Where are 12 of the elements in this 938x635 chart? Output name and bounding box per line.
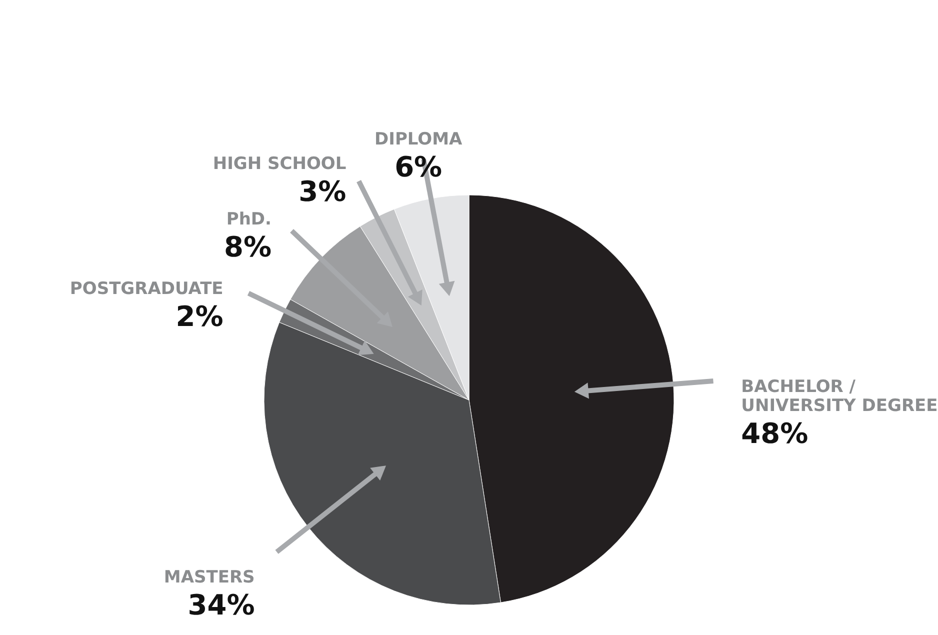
slice-label: DIPLOMA	[374, 130, 464, 150]
slice-label: POSTGRADUATE	[70, 279, 224, 300]
slice-label: MASTERS	[164, 567, 255, 588]
data-label: 2%	[176, 300, 224, 334]
data-label: 48%	[741, 416, 808, 450]
data-label: 34%	[188, 588, 255, 622]
slice-label: HIGH SCHOOL	[212, 154, 346, 174]
data-label: 6%	[394, 150, 442, 184]
data-label: 3%	[298, 175, 346, 208]
slice-label: PhD.	[226, 210, 272, 230]
data-label: 8%	[224, 230, 272, 264]
slice-label: BACHELOR / UNIVERSITY DEGREE	[741, 376, 938, 416]
